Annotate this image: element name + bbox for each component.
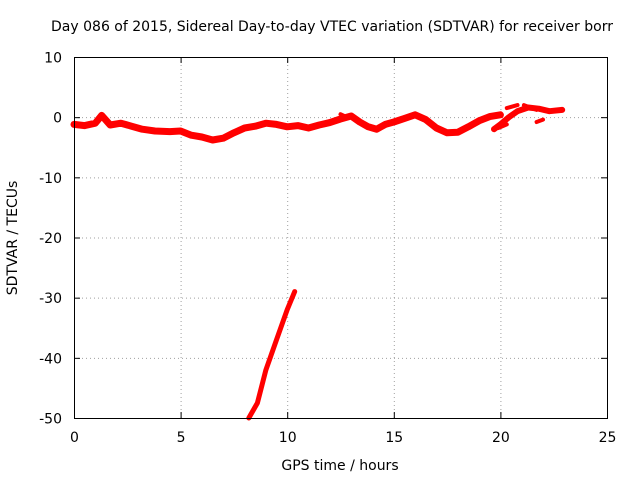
y-axis-label: SDTVAR / TECUs xyxy=(5,181,21,296)
x-tick-label: 25 xyxy=(599,430,617,446)
series-fragment xyxy=(534,117,545,124)
y-tick-label: 0 xyxy=(53,111,62,127)
x-axis-label: GPS time / hours xyxy=(281,458,398,474)
series-fragment xyxy=(521,103,539,112)
series-steep-segment xyxy=(246,289,298,421)
data-series xyxy=(70,103,566,421)
series-late-segment xyxy=(491,104,566,133)
series-fragment xyxy=(504,103,520,111)
y-tick-label: -10 xyxy=(39,171,62,187)
chart-title: Day 086 of 2015, Sidereal Day-to-day VTE… xyxy=(51,19,613,35)
ticks: 0 5 10 15 20 25 10 0 -10 -20 -30 -40 -50 xyxy=(39,51,616,447)
series-fragment xyxy=(496,122,509,130)
y-tick-label: -40 xyxy=(39,351,62,367)
x-tick-label: 0 xyxy=(70,430,79,446)
y-tick-label: -50 xyxy=(39,412,62,428)
series-fragment xyxy=(338,112,349,120)
x-tick-label: 20 xyxy=(492,430,510,446)
y-tick-label: -30 xyxy=(39,291,62,307)
x-tick-label: 15 xyxy=(385,430,403,446)
series-main-band xyxy=(70,111,504,144)
y-tick-label: 10 xyxy=(44,51,62,67)
x-tick-label: 5 xyxy=(177,430,186,446)
y-tick-label: -20 xyxy=(39,231,62,247)
x-tick-label: 10 xyxy=(279,430,297,446)
